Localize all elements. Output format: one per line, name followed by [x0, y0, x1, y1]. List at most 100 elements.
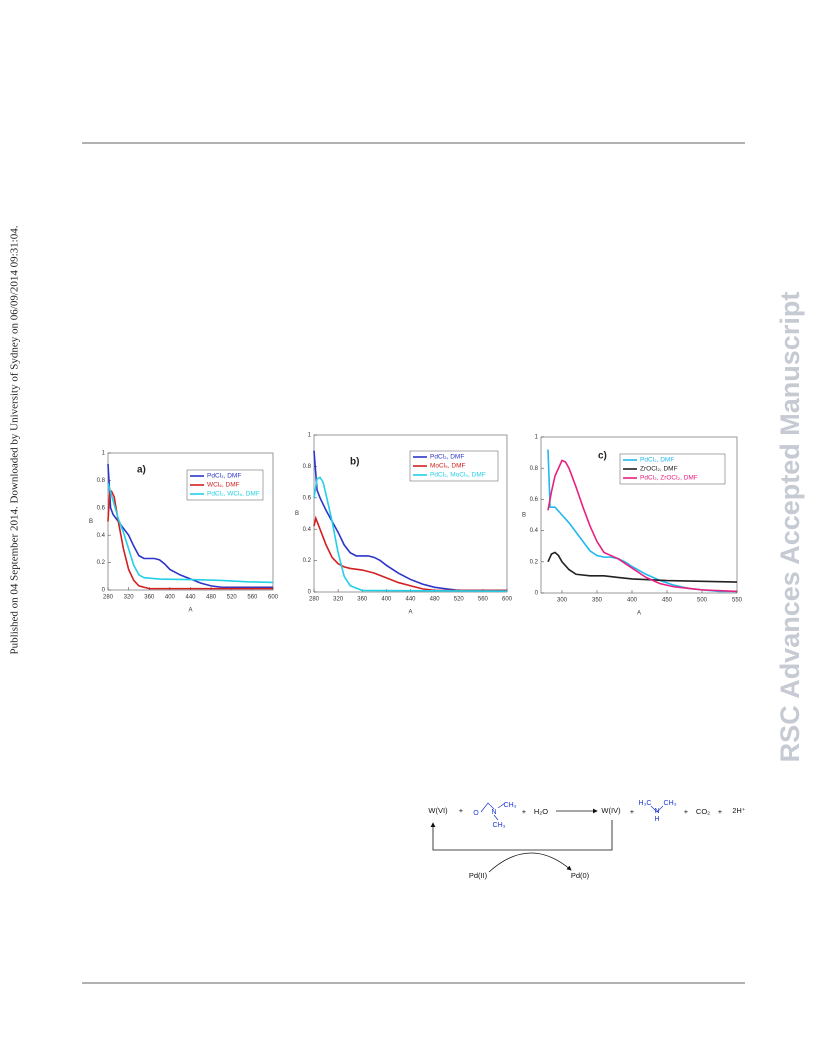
x-tick-label: 360 — [357, 597, 368, 603]
dmf-n: N — [491, 809, 496, 816]
plus: + — [522, 807, 527, 816]
amine-h: H — [654, 816, 659, 823]
y-axis-label: B — [522, 513, 526, 519]
plus: + — [684, 807, 689, 816]
dmf-ch3: CH₃ — [504, 802, 517, 809]
legend-label: WCl₆, DMF — [207, 482, 240, 489]
y-tick-label: 0.6 — [530, 497, 539, 503]
chart: 0 0.2 0.4 0.6 0.8 1 300 350 400 450 500 550 A B PdCl₂,… — [522, 435, 743, 617]
plot-frame — [540, 436, 738, 594]
x-tick-label: 600 — [268, 595, 279, 601]
x-tick-label: 300 — [557, 598, 568, 604]
w4-label: W(IV) — [601, 806, 621, 815]
legend-box — [619, 453, 726, 485]
pd0-label: Pd(0) — [571, 871, 590, 880]
x-axis-label: A — [637, 611, 641, 617]
legend-label: PdCl₂, DMF — [640, 457, 674, 464]
series-line — [107, 482, 274, 584]
reaction-scheme: W(VI) + O N CH₃ CH₃ + H₂O W(IV) + H₃C CH… — [428, 800, 745, 880]
y-tick-label: 0.8 — [303, 464, 312, 470]
series-line — [313, 450, 507, 592]
legend-label: PdCl₂, DMF — [430, 454, 464, 461]
x-tick-label: 320 — [124, 595, 135, 601]
y-tick-label: 0.6 — [303, 495, 312, 501]
x-tick-label: 520 — [227, 595, 238, 601]
co2: CO₂ — [696, 807, 710, 816]
legend-label: PdCl₂, DMF — [207, 473, 241, 480]
y-tick-label: 0.2 — [530, 559, 539, 565]
x-tick-label: 320 — [333, 597, 344, 603]
pd2-label: Pd(II) — [469, 871, 488, 880]
x-tick-label: 500 — [697, 598, 708, 604]
y-tick-label: 1 — [308, 433, 312, 439]
water: H₂O — [534, 807, 548, 816]
series-line — [313, 476, 508, 593]
amine-ch3: CH₃ — [664, 800, 677, 807]
legend-label: PdCl₂, WCl₆, DMF — [207, 491, 260, 498]
legend-label: ZrOCl₂, DMF — [640, 466, 678, 473]
return-arrow — [430, 820, 613, 851]
y-axis-label: B — [295, 511, 299, 517]
x-tick-label: 600 — [502, 597, 513, 603]
dmf-ch3: CH₃ — [493, 822, 506, 829]
legend-label: MoCl₅, DMF — [430, 463, 466, 470]
curved-arrow — [488, 852, 572, 873]
x-tick-label: 280 — [103, 595, 114, 601]
protons: 2H⁺ — [732, 806, 746, 815]
chart: 0 0.2 0.4 0.6 0.8 1 280 320 360 400 440 480 520 560 60… — [295, 433, 513, 616]
y-tick-label: 0 — [535, 591, 539, 597]
legend-label: PdCl₂, MoCl₅, DMF — [430, 472, 486, 479]
panel-label: c) — [598, 451, 607, 462]
x-tick-label: 400 — [165, 595, 176, 601]
y-tick-label: 0.4 — [303, 527, 312, 533]
dmf-bonds — [480, 802, 506, 821]
x-tick-label: 350 — [592, 598, 603, 604]
x-axis-label: A — [408, 610, 412, 616]
y-tick-label: 0.8 — [530, 466, 539, 472]
amine-bonds — [650, 805, 664, 813]
x-tick-label: 450 — [662, 598, 673, 604]
series-line — [313, 515, 507, 592]
x-tick-label: 480 — [430, 597, 441, 603]
series-line — [107, 463, 273, 589]
watermark: RSC Advances Accepted Manuscript — [775, 292, 805, 763]
x-axis-label: A — [188, 608, 192, 614]
x-tick-label: 480 — [206, 595, 217, 601]
series-line — [107, 489, 273, 590]
x-tick-label: 360 — [144, 595, 155, 601]
series-line — [547, 459, 738, 593]
x-tick-label: 550 — [732, 598, 743, 604]
amine-h3c: H₃C — [639, 800, 652, 807]
y-tick-label: 0 — [308, 590, 312, 596]
legend-label: PdCl₂, ZrOCl₂, DMF — [640, 475, 698, 482]
panel-label: a) — [137, 465, 146, 476]
w6-label: W(VI) — [428, 806, 448, 815]
x-tick-label: 440 — [185, 595, 196, 601]
y-tick-label: 0.2 — [303, 558, 312, 564]
y-tick-label: 1 — [102, 451, 106, 457]
y-tick-label: 0 — [102, 588, 106, 594]
y-tick-label: 1 — [535, 435, 539, 441]
panel-label: b) — [350, 457, 359, 468]
y-tick-label: 0.8 — [97, 478, 106, 484]
x-tick-label: 400 — [381, 597, 392, 603]
y-tick-label: 0.4 — [530, 528, 539, 534]
y-tick-label: 0.4 — [97, 533, 106, 539]
amine-n: N — [654, 808, 659, 815]
x-tick-label: 560 — [247, 595, 258, 601]
plus: + — [459, 806, 464, 815]
y-axis-label: B — [89, 519, 93, 525]
x-tick-label: 520 — [454, 597, 465, 603]
x-tick-label: 400 — [627, 598, 638, 604]
plus: + — [718, 807, 723, 816]
plus: + — [630, 807, 635, 816]
dmf-o: O — [473, 810, 479, 817]
x-tick-label: 440 — [405, 597, 416, 603]
x-tick-label: 560 — [478, 597, 489, 603]
series-line — [547, 551, 738, 583]
y-tick-label: 0.2 — [97, 560, 106, 566]
y-tick-label: 0.6 — [97, 505, 106, 511]
side-note: Published on 04 September 2014. Download… — [9, 225, 21, 654]
